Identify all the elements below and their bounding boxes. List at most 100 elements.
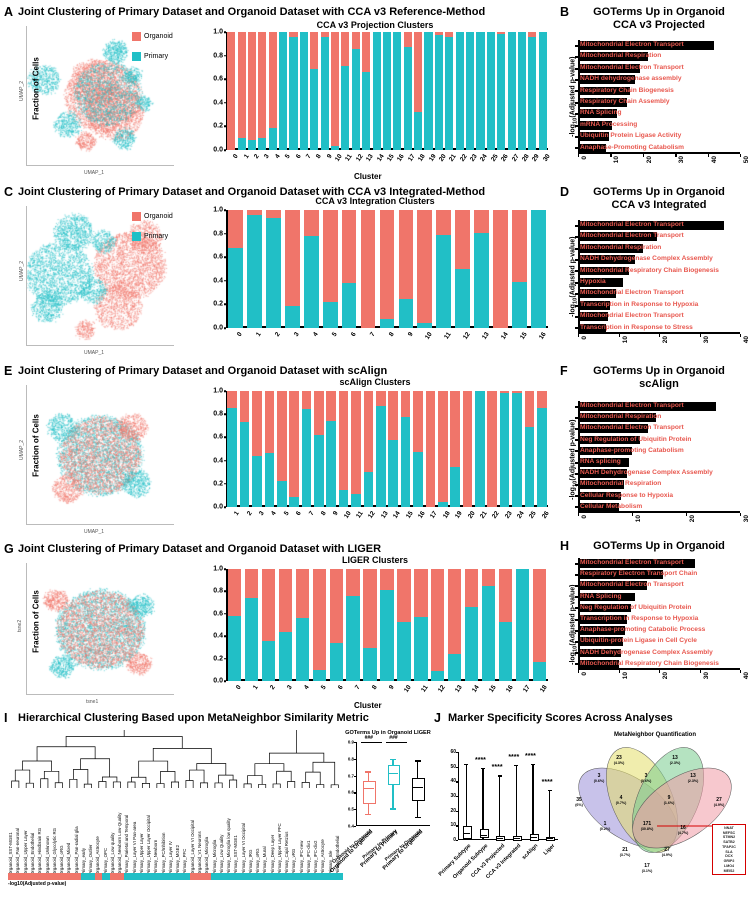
bar-segment-primary xyxy=(314,434,324,507)
dendrogram-link xyxy=(123,730,297,754)
venn-count-pct: (2.3%) xyxy=(669,761,681,766)
venn-region-count: 21 (3.7%) xyxy=(616,847,634,859)
dendrogram-leaf-label: Primary_Layer VI Occipital xyxy=(240,823,246,875)
significance-marker: **** xyxy=(491,764,503,772)
x-tick-label: 9 xyxy=(387,684,396,691)
dendrogram-link xyxy=(11,780,20,788)
go-term-label: NADH Dehydrogenase Complex Assembly xyxy=(580,255,713,263)
go-term-bar xyxy=(578,266,629,276)
significance-marker: ### xyxy=(389,735,398,741)
venn-count-value: 17 xyxy=(644,863,650,869)
bar-segment-primary xyxy=(264,453,275,507)
stacked-bar xyxy=(414,569,428,681)
x-tick-label: 23 xyxy=(468,153,479,163)
dendrogram-link xyxy=(54,782,63,788)
boxplot-cap-lower xyxy=(464,839,469,841)
boxplot-median xyxy=(387,773,399,775)
y-tick-mark xyxy=(575,416,578,419)
bar-segment-organoid xyxy=(414,569,428,618)
go-chart-b: Mitochondrial Electron Transport Mitochon… xyxy=(575,40,748,166)
venn-region-count: 23 (4.3%) xyxy=(610,755,628,767)
go-term-label: Transcription in Response to Hypoxia xyxy=(580,300,699,308)
umap-canvas-e xyxy=(26,385,174,525)
stacked-bar xyxy=(265,210,281,328)
sample-group-swatch xyxy=(182,873,191,880)
x-tick-label: 26 xyxy=(540,510,551,520)
y-tick-mark xyxy=(575,270,578,273)
bar-segment-organoid xyxy=(431,569,445,671)
bar-segment-primary xyxy=(486,32,495,150)
sample-group-swatch xyxy=(37,873,45,880)
x-tick-label: 0 xyxy=(236,331,245,338)
x-tick-label: 21 xyxy=(448,153,459,163)
stacked-bar xyxy=(450,391,460,507)
bar-segment-primary xyxy=(512,392,522,507)
panel-b-title: GOTerms Up in Organoid CCA v3 Projected xyxy=(574,6,744,31)
gene-list-item: DCX xyxy=(725,854,733,859)
bar-segment-primary xyxy=(455,32,464,150)
boxplot-whisker xyxy=(499,775,501,840)
x-tick-label: 0 xyxy=(235,684,244,691)
dendrogram-leaf-label: Organoid_Glycolytic RG xyxy=(51,827,57,875)
x-tick-label: 2 xyxy=(252,153,261,160)
boxplot-cap-upper xyxy=(514,765,519,767)
gene-list-item: NNAT xyxy=(724,826,734,830)
venn-count-value: 27 xyxy=(664,847,670,853)
gene-list-item: SATB2 xyxy=(723,840,735,845)
x-tick-label: 10 xyxy=(333,153,344,163)
x-tick-label: 14 xyxy=(392,510,402,520)
y-tick-mark xyxy=(575,629,578,632)
sample-group-swatch xyxy=(189,873,198,880)
boxplot-cap-upper xyxy=(414,760,421,762)
y-tick-mark xyxy=(223,209,226,211)
dendrogram-leaf-label: Primary_SST-MGE1 xyxy=(233,835,239,875)
x-tick-label: 20 xyxy=(645,156,653,164)
go-term-bar xyxy=(578,289,617,299)
dendrogram-leaf-label: Organoid_V1 Neurons xyxy=(197,831,202,875)
y-tick-mark xyxy=(223,31,226,33)
go-term-bar xyxy=(578,615,627,624)
stacked-bar xyxy=(279,32,288,150)
y-tick-mark xyxy=(575,101,578,104)
boxplot-cap-upper xyxy=(547,790,552,792)
y-tick-label: 1.0 xyxy=(213,28,223,36)
bar-segment-primary xyxy=(507,32,516,150)
bar-segment-primary xyxy=(475,391,485,507)
y-tick-label: 0.0 xyxy=(213,677,223,685)
panel-h: H GOTerms Up in Organoid -log10(Adjusted… xyxy=(560,538,748,708)
umap-xlabel: UMAP_1 xyxy=(84,529,105,535)
y-tick-label: 1.0 xyxy=(213,387,223,395)
dendrogram-leaf-label: Organoid_Unknown xyxy=(44,836,50,875)
venn-region-counts: 23 (4.3%) 13 (2.3%) 3 (0.6%) 3 (0.6%) 13 (2.3%) 35… xyxy=(562,742,748,878)
go-term-bar xyxy=(578,435,641,445)
dendrogram-link xyxy=(214,782,223,788)
dendrogram-link xyxy=(160,771,176,784)
bar-segment-primary xyxy=(434,34,443,150)
venn-count-value: 4 xyxy=(619,795,623,801)
panel-a: A Joint Clustering of Primary Dataset an… xyxy=(4,4,556,182)
boxplot-box xyxy=(479,829,489,839)
stacked-bar xyxy=(363,391,374,507)
stacked-bar xyxy=(372,32,381,150)
bar-segment-primary xyxy=(437,501,448,507)
go-term-bar xyxy=(578,480,624,490)
dendrogram-leaf-label: Primary_Mural xyxy=(262,846,268,875)
x-tick-label: 4 xyxy=(270,510,279,517)
bar-segment-organoid xyxy=(227,32,236,150)
boxplot-whisker xyxy=(465,763,467,840)
x-tick-label: 10 xyxy=(402,684,413,694)
boxplot-cap-lower xyxy=(365,814,372,816)
stacked-bar xyxy=(341,32,350,150)
y-tick-mark xyxy=(354,826,356,828)
stacked-bar xyxy=(312,569,326,681)
panel-h-letter: H xyxy=(560,539,570,553)
legend-label-organoid: Organoid xyxy=(144,33,173,41)
dendrogram-link xyxy=(189,769,205,783)
stacked-bar xyxy=(379,210,395,328)
go-term-bar xyxy=(578,491,622,501)
y-tick-label: 0.2 xyxy=(213,122,223,130)
bar-segment-organoid xyxy=(301,391,312,409)
sample-group-swatch xyxy=(160,873,169,880)
panel-i: I Hierarchical Clustering Based upon Met… xyxy=(4,710,434,896)
y-tick-label: 0.8 xyxy=(347,756,354,762)
